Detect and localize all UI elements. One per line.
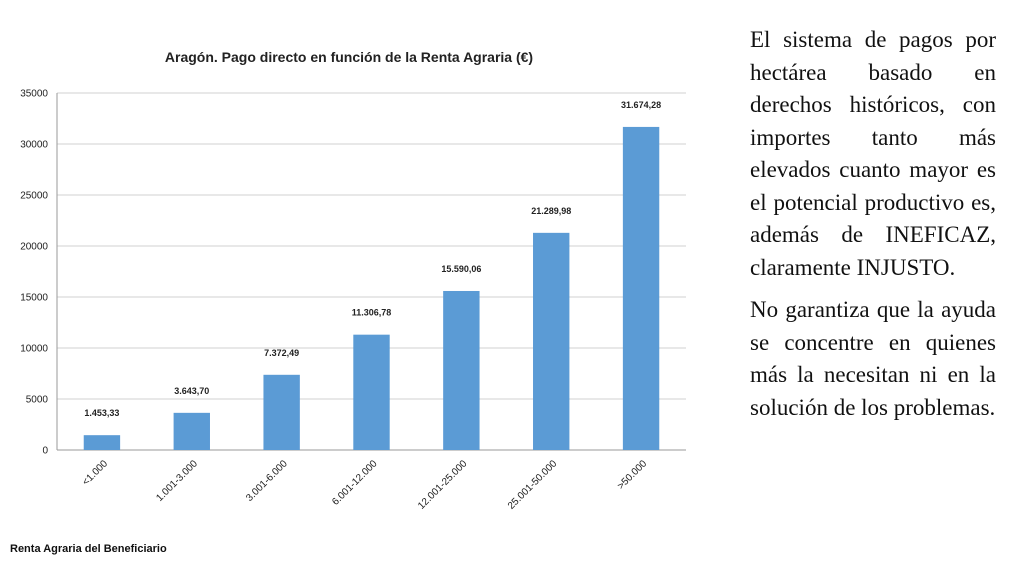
y-tick-label: 20000 <box>20 242 48 253</box>
data-label: 1.453,33 <box>84 408 119 418</box>
data-label: 7.372,49 <box>264 348 299 358</box>
commentary-paragraph-1: El sistema de pagos por hectárea basado … <box>750 27 996 280</box>
x-tick-label: 25.001-50.000 <box>506 458 560 512</box>
bar <box>83 435 121 450</box>
x-tick-label: <1.000 <box>80 458 110 488</box>
y-axis-ticks: 0 5000 10000 15000 20000 25000 30000 35000 <box>20 89 48 457</box>
y-tick-label: 30000 <box>20 140 48 151</box>
y-tick-label: 35000 <box>20 89 48 100</box>
bar <box>443 290 480 450</box>
data-label: 15.590,06 <box>441 264 481 274</box>
data-label: 21.289,98 <box>531 206 571 216</box>
y-tick-label: 10000 <box>20 344 48 355</box>
x-axis-label: Renta Agraria del Beneficiario <box>10 543 167 555</box>
x-tick-label: >50.000 <box>616 458 650 492</box>
x-tick-label: 6.001-12.000 <box>330 458 380 508</box>
chart-title: Aragón. Pago directo en función de la Re… <box>165 49 533 65</box>
y-tick-label: 5000 <box>26 395 49 406</box>
bar <box>353 334 390 450</box>
bars <box>83 126 660 451</box>
data-label: 3.643,70 <box>174 386 209 396</box>
data-labels: 1.453,33 3.643,70 7.372,49 11.306,78 15.590,… <box>84 100 661 418</box>
x-tick-label: 12.001-25.000 <box>416 458 470 512</box>
bar <box>622 126 660 451</box>
x-tick-label: 1.001-3.000 <box>154 458 200 504</box>
bar <box>173 412 210 450</box>
y-tick-label: 0 <box>42 446 48 457</box>
bar-chart: Aragón. Pago directo en función de la Re… <box>20 49 686 512</box>
side-commentary: El sistema de pagos por hectárea basado … <box>750 24 996 434</box>
commentary-paragraph-2: No garantiza que la ayuda se concentre e… <box>750 297 996 420</box>
x-tick-label: 3.001-6.000 <box>244 458 290 504</box>
chart-svg: Aragón. Pago directo en función de la Re… <box>20 49 686 512</box>
x-axis-categories: <1.000 1.001-3.000 3.001-6.000 6.001-12.000… <box>80 458 649 512</box>
bar <box>263 374 300 450</box>
data-label: 11.306,78 <box>352 308 392 318</box>
data-label: 31.674,28 <box>621 100 661 110</box>
bar <box>533 232 570 450</box>
y-tick-label: 15000 <box>20 293 48 304</box>
y-tick-label: 25000 <box>20 191 48 202</box>
